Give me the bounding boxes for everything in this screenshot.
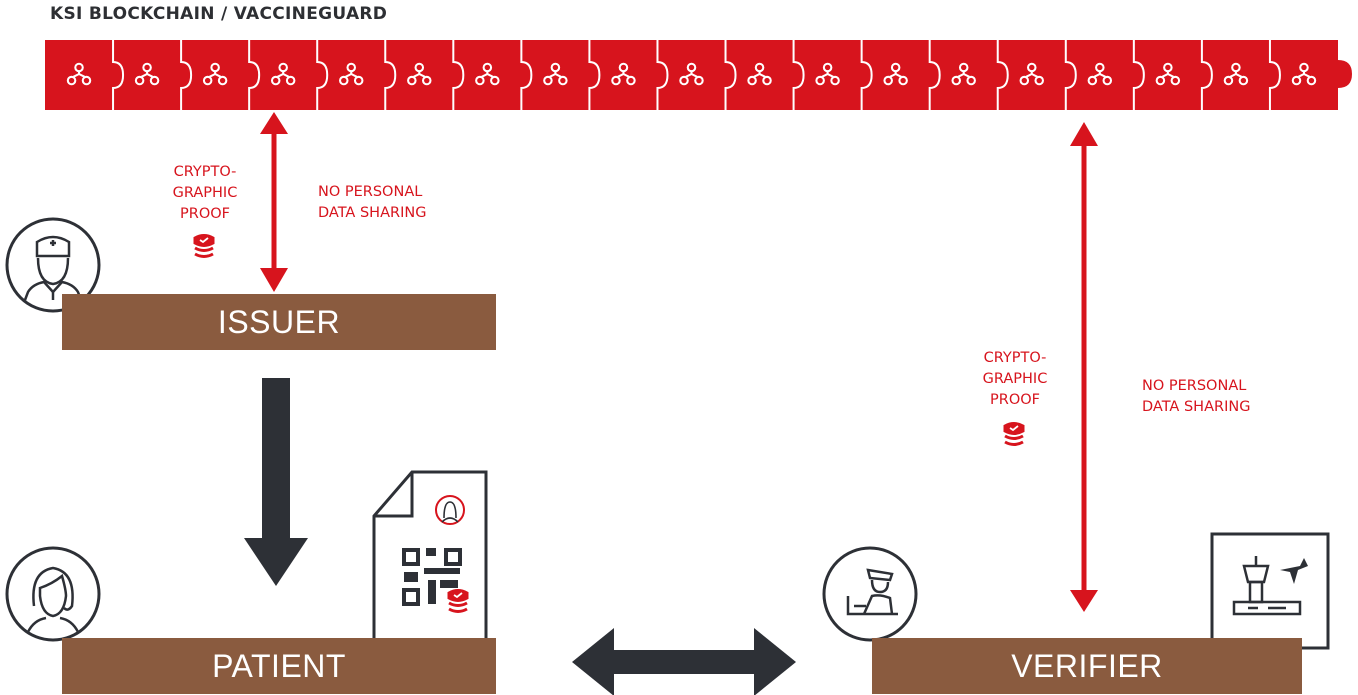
block-joint xyxy=(1268,40,1281,110)
airport-icon xyxy=(1210,532,1330,650)
block-joint xyxy=(792,40,805,110)
block-joint xyxy=(520,40,533,110)
blockchain-strip xyxy=(45,40,1352,110)
issuer-proof-icon xyxy=(193,233,215,259)
block-joint xyxy=(384,40,397,110)
block-joint xyxy=(1132,40,1145,110)
blockchain-blocks xyxy=(66,40,1317,110)
block-joint xyxy=(588,40,601,110)
block-joint xyxy=(928,40,941,110)
block-joint xyxy=(452,40,465,110)
block-joint xyxy=(180,40,193,110)
verifier-bar: VERIFIER xyxy=(872,638,1302,694)
patient-bar: PATIENT xyxy=(62,638,496,694)
verifier-label: VERIFIER xyxy=(1011,647,1163,684)
issuer-to-patient-arrow xyxy=(244,378,308,586)
patient-verifier-arrow xyxy=(572,628,796,695)
block-joint xyxy=(1200,40,1213,110)
qr-certificate-icon xyxy=(372,470,488,642)
block-joint xyxy=(112,40,125,110)
issuer-privacy-label: NO PERSONAL DATA SHARING xyxy=(318,184,427,221)
verifier-privacy-label: NO PERSONAL DATA SHARING xyxy=(1142,378,1251,415)
block-joint xyxy=(996,40,1009,110)
block-joint xyxy=(860,40,873,110)
block-joint xyxy=(656,40,669,110)
issuer-bar: ISSUER xyxy=(62,294,496,350)
issuer-label: ISSUER xyxy=(217,303,341,340)
patient-label: PATIENT xyxy=(212,647,346,684)
block-joint xyxy=(1064,40,1077,110)
verifier-proof-icon xyxy=(1003,421,1025,447)
block-joint xyxy=(248,40,261,110)
block-joint xyxy=(316,40,329,110)
verifier-blockchain-arrow xyxy=(1070,122,1098,612)
verifier-proof-label: CRYPTO- GRAPHIC PROOF xyxy=(982,350,1048,408)
issuer-blockchain-arrow xyxy=(260,112,288,292)
officer-icon xyxy=(822,546,918,642)
woman-icon xyxy=(5,546,101,642)
issuer-proof-label: CRYPTO- GRAPHIC PROOF xyxy=(172,164,238,222)
diagram-title: KSI BLOCKCHAIN / VACCINEGUARD xyxy=(50,4,388,24)
block-joint xyxy=(724,40,737,110)
doctor-icon xyxy=(5,217,101,313)
